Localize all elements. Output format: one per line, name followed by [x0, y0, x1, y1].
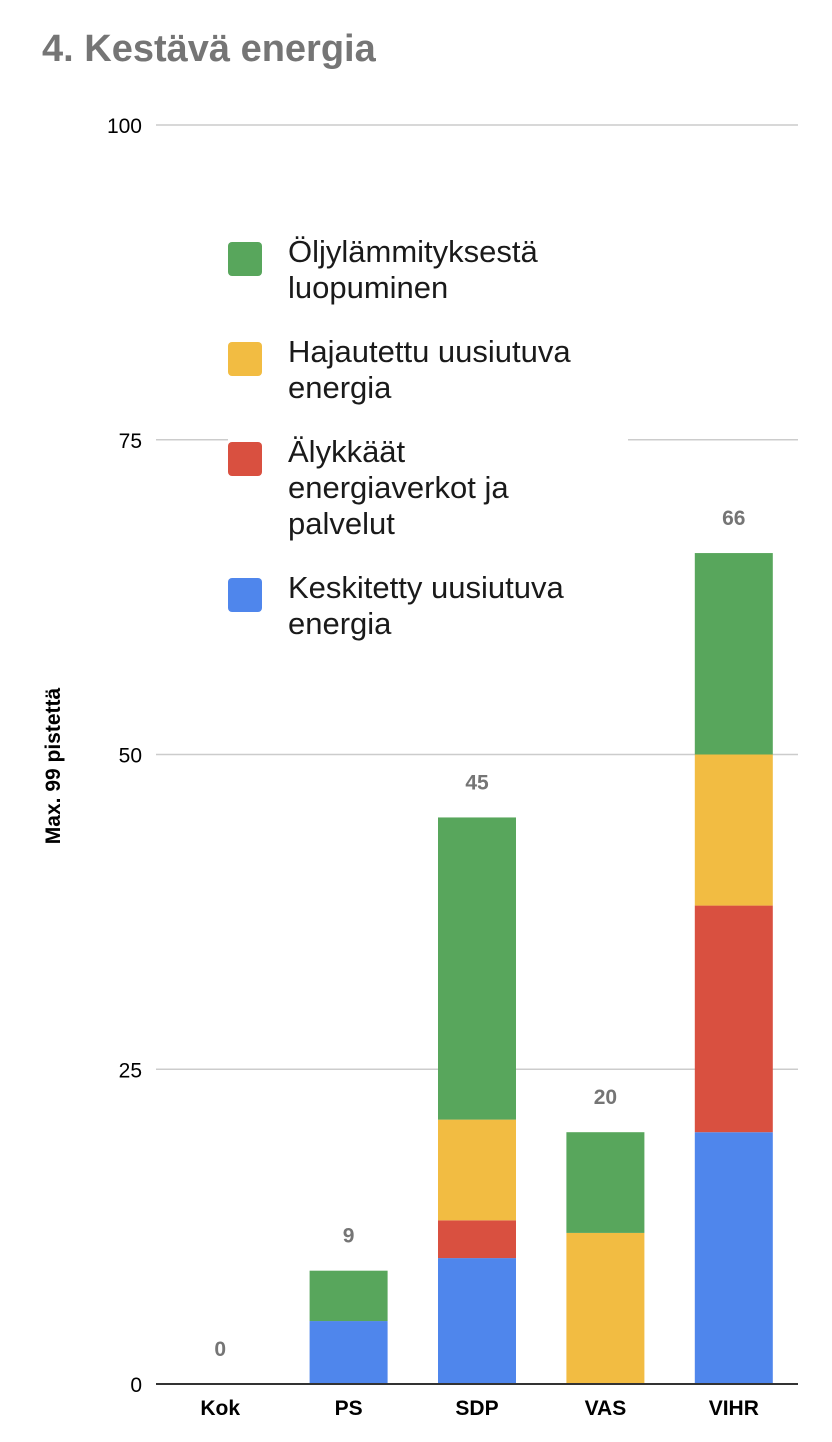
bar-segment [309, 1321, 388, 1384]
x-axis-tick-labels: Kok PS SDP VAS VIHR [200, 1397, 759, 1420]
legend-label: Öljylämmityksestä luopuminen [288, 234, 538, 305]
y-tick-label: 50 [119, 745, 142, 768]
legend-item: Keskitetty uusiutuva energia [228, 570, 628, 642]
legend-swatch [228, 242, 262, 276]
x-tick-label: VIHR [709, 1397, 759, 1420]
total-labels: 0 9 45 20 66 [214, 507, 745, 1361]
chart-legend: Öljylämmityksestä luopuminen Hajautettu u… [228, 234, 628, 670]
legend-item: Älykkäät energiaverkot ja palvelut [228, 434, 628, 542]
bar-segment [694, 754, 773, 906]
legend-swatch [228, 578, 262, 612]
bar-segment [694, 905, 773, 1133]
bar-segment [694, 553, 773, 755]
x-tick-label: Kok [200, 1397, 240, 1420]
chart-title: 4. Kestävä energia [42, 28, 376, 70]
bar-segment [438, 1258, 516, 1384]
bars [309, 553, 773, 1384]
bar-segment [566, 1232, 645, 1384]
y-tick-label: 25 [119, 1059, 142, 1082]
x-tick-label: SDP [455, 1397, 498, 1420]
total-label: 9 [343, 1225, 355, 1248]
x-tick-label: PS [335, 1397, 363, 1420]
legend-swatch [228, 442, 262, 476]
bar-segment [438, 1119, 516, 1221]
bar-segment [309, 1270, 388, 1322]
y-axis-label: Max. 99 pistettä [42, 687, 65, 844]
legend-item: Öljylämmityksestä luopuminen [228, 234, 628, 306]
total-label: 0 [214, 1338, 226, 1361]
bar-segment [438, 817, 516, 1120]
y-tick-label: 100 [107, 115, 142, 138]
total-label: 20 [594, 1086, 617, 1109]
total-label: 45 [465, 771, 489, 794]
y-tick-label: 0 [130, 1374, 142, 1397]
legend-label: Keskitetty uusiutuva energia [288, 570, 564, 641]
x-tick-label: VAS [585, 1397, 627, 1420]
bar-segment [438, 1220, 516, 1259]
total-label: 66 [722, 507, 745, 530]
legend-label: Hajautettu uusiutuva energia [288, 334, 571, 405]
legend-item: Hajautettu uusiutuva energia [228, 334, 628, 406]
y-tick-label: 75 [119, 430, 142, 453]
bar-segment [566, 1132, 645, 1233]
y-axis-tick-labels: 0 25 50 75 100 [107, 115, 142, 1397]
legend-swatch [228, 342, 262, 376]
legend-label: Älykkäät energiaverkot ja palvelut [288, 434, 509, 541]
bar-segment [694, 1132, 773, 1384]
